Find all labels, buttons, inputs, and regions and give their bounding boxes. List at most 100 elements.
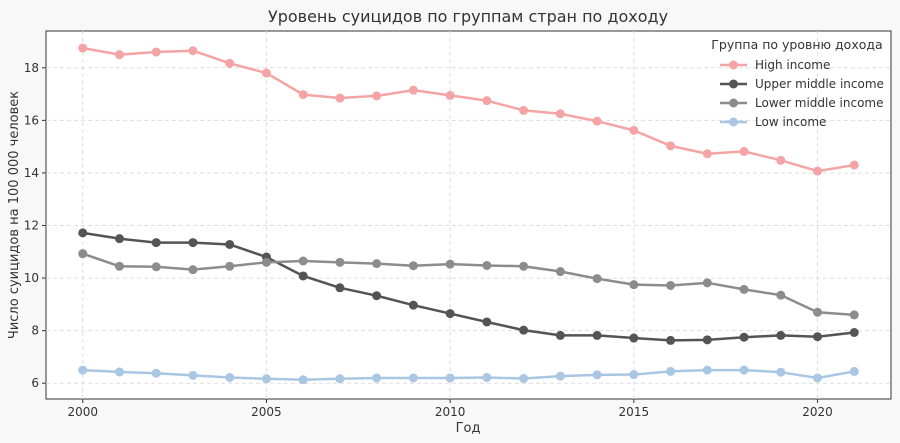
data-point [776,290,786,300]
data-point [739,332,749,342]
series-line [82,46,855,173]
data-point [555,330,565,340]
data-point [813,332,823,342]
data-point [629,125,639,135]
data-point [592,274,602,284]
data-point [372,373,382,383]
data-point [225,372,235,382]
data-point [702,278,712,288]
series-2 [78,249,859,320]
data-point [592,330,602,340]
data-point [114,367,124,377]
data-point [225,261,235,271]
data-point [519,105,529,115]
data-point [408,300,418,310]
series-0 [78,43,859,176]
data-point [592,370,602,380]
data-point [666,280,676,290]
data-point [629,280,639,290]
data-point [739,146,749,156]
data-point [666,366,676,376]
legend-title: Группа по уровню дохода [711,37,882,52]
data-point [445,373,455,383]
data-point [372,91,382,101]
data-point [739,365,749,375]
series-layer [78,43,859,385]
data-point [408,373,418,383]
gridlines [46,31,891,399]
y-tick-label: 10 [24,271,39,285]
data-point [666,141,676,151]
data-point [702,335,712,345]
data-point [408,261,418,271]
data-point [849,160,859,170]
data-point [445,309,455,319]
data-point [666,335,676,345]
data-point [188,46,198,56]
data-point [849,327,859,337]
data-point [261,257,271,267]
legend-label: Upper middle income [755,77,884,91]
data-point [519,261,529,271]
x-tick-label: 2000 [67,405,98,419]
data-point [335,283,345,293]
y-tick-label: 12 [24,219,39,233]
data-point [78,249,88,259]
data-point [372,259,382,269]
series-3 [78,365,859,385]
data-point [188,238,198,248]
data-point [555,109,565,119]
data-point [114,261,124,271]
data-point [813,373,823,383]
data-point [702,365,712,375]
x-tick-label: 2005 [251,405,282,419]
data-point [114,234,124,244]
x-tick-label: 2020 [802,405,833,419]
data-point [78,43,88,53]
legend-swatch-marker [729,117,738,127]
data-point [188,265,198,275]
legend: Группа по уровню дохода High income Upper… [711,37,884,129]
y-tick-label: 6 [31,376,39,390]
x-tick-label: 2015 [619,405,650,419]
data-point [482,96,492,106]
data-point [78,228,88,238]
data-point [335,257,345,267]
legend-item: Upper middle income [720,77,884,91]
y-tick-label: 16 [24,113,39,127]
data-point [813,307,823,317]
data-point [482,372,492,382]
series-line [82,231,855,342]
data-point [225,239,235,249]
data-point [555,371,565,381]
data-point [776,155,786,165]
series-line [82,252,855,317]
data-point [408,85,418,95]
data-point [629,370,639,380]
data-point [261,374,271,384]
legend-item: High income [720,58,830,72]
data-point [813,166,823,176]
data-point [372,291,382,301]
data-point [78,365,88,375]
data-point [849,366,859,376]
data-point [555,267,565,277]
x-tick-label: 2010 [435,405,466,419]
legend-swatch-marker [729,79,738,89]
y-axis-label: Число суицидов на 100 000 человек [7,91,22,339]
data-point [849,310,859,320]
legend-label: Low income [755,115,826,129]
legend-item: Low income [720,115,826,129]
data-point [592,116,602,126]
series-1 [78,228,859,345]
data-point [482,317,492,327]
data-point [482,260,492,270]
data-point [335,374,345,384]
legend-items: High income Upper middle income Lower midd… [720,58,884,129]
data-point [335,93,345,103]
data-point [702,149,712,159]
data-point [445,259,455,269]
y-tick-label: 8 [31,324,39,338]
data-point [151,238,161,248]
data-point [298,90,308,100]
